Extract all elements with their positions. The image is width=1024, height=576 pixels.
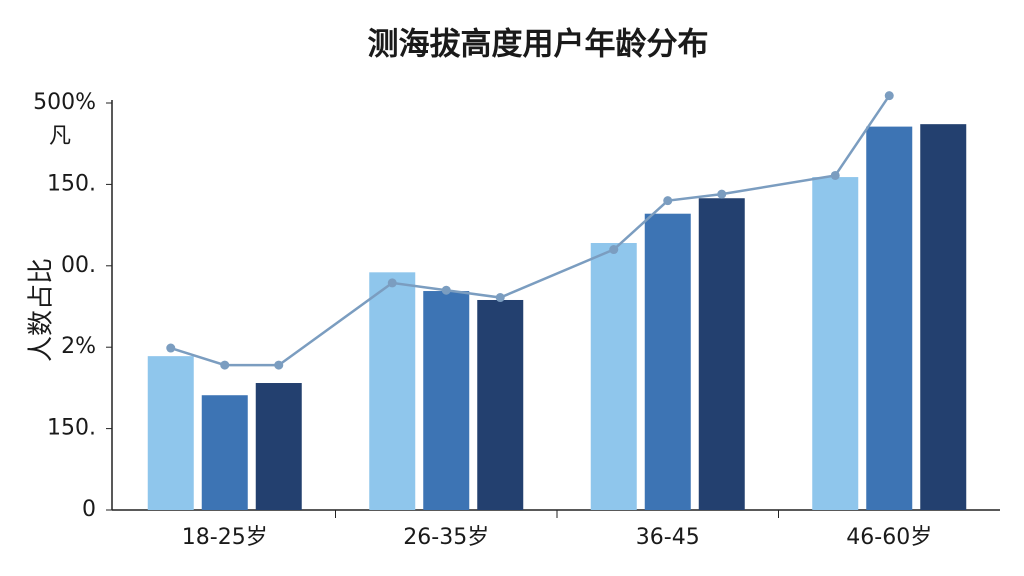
bar (644, 213, 691, 511)
trend-point (495, 293, 505, 303)
bar (201, 395, 248, 510)
bar (369, 272, 416, 510)
trend-point (884, 91, 894, 101)
y-tick-label: 150. (47, 416, 96, 441)
bar (147, 356, 194, 510)
x-tick-label: 46-60岁 (846, 525, 932, 550)
bar (477, 299, 524, 510)
x-tick-label: 18-25岁 (182, 525, 268, 550)
trend-point (830, 170, 840, 180)
trend-point (166, 343, 176, 353)
bar (255, 383, 302, 510)
y-tick-label: 500% (33, 90, 96, 115)
chart-title: 测海拔高度用户年龄分布 (368, 27, 709, 63)
bar (423, 291, 470, 510)
annotation: 凡 (49, 124, 71, 149)
bar (920, 124, 967, 510)
bar (812, 177, 859, 510)
trend-point (441, 285, 451, 295)
y-tick-label: 2% (61, 334, 96, 359)
y-tick-label: 150. (47, 171, 96, 196)
trend-point (717, 189, 727, 199)
trend-point (220, 360, 230, 370)
bar (698, 198, 745, 510)
trend-point (387, 278, 397, 288)
x-tick-label: 36-45 (636, 525, 700, 550)
y-tick-label: 00. (61, 253, 96, 278)
trend-line (170, 94, 891, 367)
y-tick-label: 0 (82, 497, 96, 522)
trend-point (274, 360, 284, 370)
trend-point (609, 245, 619, 255)
trend-point (663, 196, 673, 206)
y-axis-label: 人数占比 (27, 258, 57, 362)
bar (866, 126, 913, 510)
bar (590, 243, 637, 510)
x-tick-label: 26-35岁 (403, 525, 489, 550)
